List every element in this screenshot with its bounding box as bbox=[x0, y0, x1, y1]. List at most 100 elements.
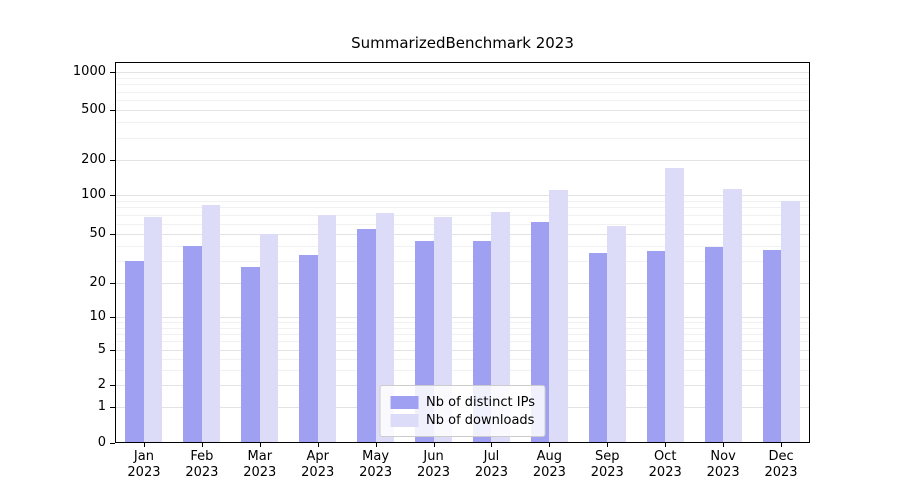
y-tick-label: 1 bbox=[97, 398, 106, 414]
bar-downloads-feb bbox=[201, 205, 221, 443]
x-tick-label-oct: Oct 2023 bbox=[648, 449, 682, 480]
y-tick-label: 100 bbox=[81, 186, 106, 202]
bar-downloads-apr bbox=[317, 214, 337, 443]
gridline-minor bbox=[115, 200, 810, 202]
y-tick-mark bbox=[110, 110, 115, 111]
gridline-major bbox=[115, 282, 810, 284]
legend-item-downloads: Nb of downloads bbox=[390, 411, 535, 429]
bar-downloads-nov bbox=[723, 189, 742, 443]
legend-swatch-downloads bbox=[390, 413, 419, 427]
plot-area: Nb of distinct IPs Nb of downloads bbox=[110, 62, 810, 447]
x-tick-mark bbox=[723, 443, 725, 447]
gridline-minor bbox=[115, 207, 810, 209]
gridline-minor bbox=[115, 77, 810, 79]
y-tick-label: 0 bbox=[97, 435, 106, 450]
gridline-minor bbox=[115, 84, 810, 86]
gridline-minor bbox=[115, 261, 810, 263]
gridline-minor bbox=[115, 122, 810, 124]
x-tick-mark bbox=[665, 443, 667, 447]
x-tick-label-apr: Apr 2023 bbox=[301, 449, 335, 480]
gridline-minor bbox=[115, 369, 810, 371]
gridline-minor bbox=[115, 137, 810, 139]
x-tick-mark bbox=[549, 443, 551, 447]
y-tick-mark bbox=[110, 316, 115, 318]
x-tick-label-dec: Dec 2023 bbox=[764, 449, 798, 480]
x-tick-label-nov: Nov 2023 bbox=[706, 449, 740, 480]
gridline-minor bbox=[115, 245, 810, 247]
y-tick-mark bbox=[110, 443, 115, 444]
x-tick-label-sep: Sep 2023 bbox=[590, 449, 624, 480]
bar-distinct-ips-nov bbox=[704, 247, 724, 443]
y-tick-label: 1000 bbox=[72, 63, 106, 79]
y-tick-mark bbox=[110, 350, 115, 352]
chart-title: SummarizedBenchmark 2023 bbox=[351, 34, 574, 52]
x-tick-mark bbox=[781, 443, 783, 447]
gridline-major bbox=[115, 71, 810, 73]
gridline-major bbox=[115, 233, 810, 235]
bar-distinct-ips-may bbox=[357, 228, 376, 443]
bar-downloads-dec bbox=[781, 200, 800, 443]
y-tick-label: 200 bbox=[81, 151, 106, 167]
gridline-major bbox=[115, 194, 810, 196]
x-tick-mark bbox=[259, 443, 261, 447]
legend-swatch-distinct-ips bbox=[390, 395, 419, 409]
legend: Nb of distinct IPs Nb of downloads bbox=[379, 385, 546, 437]
bar-distinct-ips-jan bbox=[125, 261, 144, 443]
legend-item-distinct-ips: Nb of distinct IPs bbox=[390, 393, 535, 411]
bar-distinct-ips-dec bbox=[762, 249, 782, 443]
y-tick-mark bbox=[110, 71, 115, 73]
x-tick-label-aug: Aug 2023 bbox=[532, 449, 566, 480]
gridline-major bbox=[115, 159, 810, 161]
y-tick-mark bbox=[110, 282, 115, 284]
bar-downloads-oct bbox=[665, 168, 684, 443]
gridline-major bbox=[115, 110, 810, 111]
x-tick-mark bbox=[375, 443, 377, 447]
gridline-minor bbox=[115, 223, 810, 225]
y-tick-label: 20 bbox=[89, 274, 106, 290]
x-tick-label-jan: Jan 2023 bbox=[127, 449, 161, 480]
x-tick-mark bbox=[607, 443, 609, 447]
x-tick-label-may: May 2023 bbox=[359, 449, 393, 480]
y-tick-label: 2 bbox=[97, 377, 106, 393]
y-tick-mark bbox=[110, 385, 115, 387]
x-tick-mark bbox=[433, 443, 435, 447]
bar-downloads-mar bbox=[259, 233, 279, 443]
x-tick-mark bbox=[491, 443, 493, 447]
gridline-minor bbox=[115, 214, 810, 216]
gridline-major bbox=[115, 350, 810, 352]
y-tick-mark bbox=[110, 159, 115, 161]
x-tick-label-mar: Mar 2023 bbox=[243, 449, 277, 480]
bar-distinct-ips-feb bbox=[183, 245, 202, 443]
bar-distinct-ips-apr bbox=[299, 254, 318, 443]
gridline-minor bbox=[115, 333, 810, 335]
gridline-minor bbox=[115, 99, 810, 101]
gridline-minor bbox=[115, 358, 810, 360]
x-tick-label-jun: Jun 2023 bbox=[416, 449, 451, 480]
x-tick-mark bbox=[201, 443, 203, 447]
bar-downloads-aug bbox=[549, 190, 568, 443]
gridline-major bbox=[115, 316, 810, 318]
bar-distinct-ips-mar bbox=[241, 266, 260, 443]
x-axis: Jan 2023 Feb 2023 Mar 2023 Apr 2023 May 2023… bbox=[115, 449, 810, 489]
x-tick-mark bbox=[143, 443, 145, 447]
bar-distinct-ips-oct bbox=[646, 251, 666, 443]
y-tick-label: 50 bbox=[89, 225, 106, 241]
gridline-minor bbox=[115, 341, 810, 343]
bar-distinct-ips-sep bbox=[588, 252, 608, 443]
y-tick-label: 500 bbox=[81, 102, 106, 117]
y-axis: 0 1 2 5 10 20 50 100 200 500 1000 bbox=[0, 62, 106, 450]
y-tick-mark bbox=[110, 406, 115, 408]
y-tick-label: 5 bbox=[97, 342, 106, 358]
x-tick-mark bbox=[317, 443, 319, 447]
legend-label-distinct-ips: Nb of distinct IPs bbox=[426, 394, 535, 410]
y-tick-mark bbox=[110, 194, 115, 196]
y-tick-label: 10 bbox=[89, 308, 106, 324]
bar-downloads-jan bbox=[143, 216, 163, 443]
x-tick-label-feb: Feb 2023 bbox=[185, 449, 219, 480]
legend-label-downloads: Nb of downloads bbox=[426, 412, 535, 428]
gridline-minor bbox=[115, 327, 810, 329]
y-tick-mark bbox=[110, 233, 115, 235]
bar-downloads-sep bbox=[607, 225, 626, 443]
gridline-minor bbox=[115, 321, 810, 323]
